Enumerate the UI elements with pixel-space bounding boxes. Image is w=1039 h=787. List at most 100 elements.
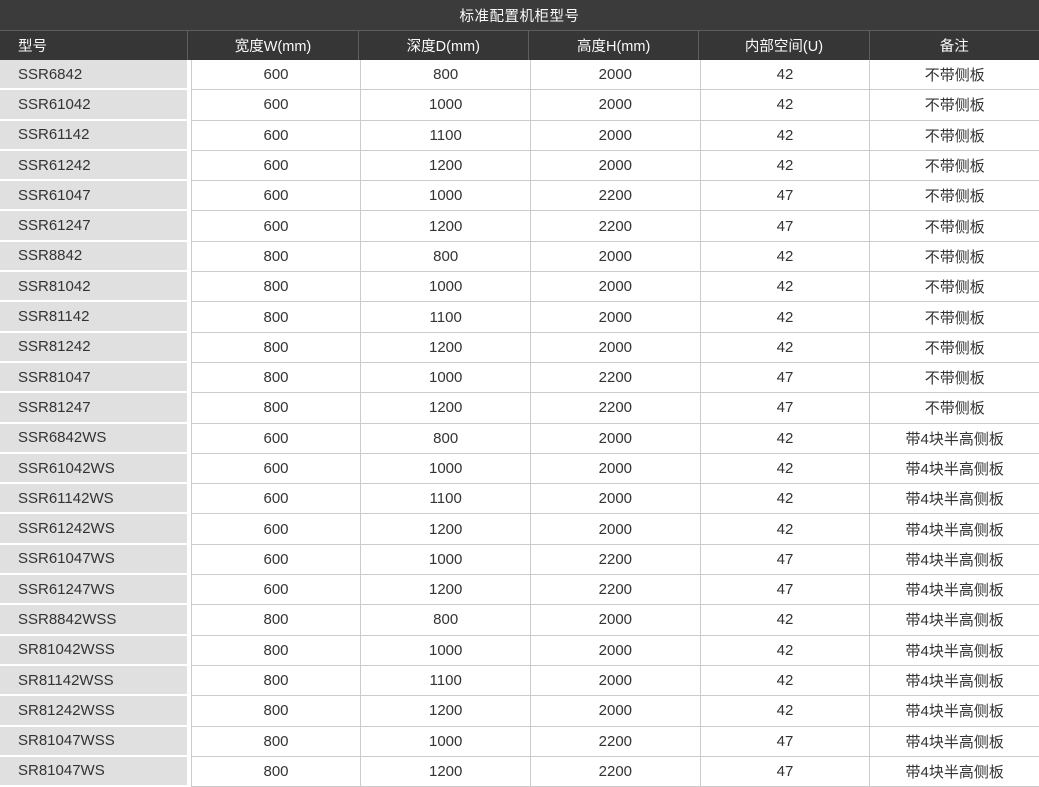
table-row: SSR81042 800 1000 2000 42 不带侧板: [0, 272, 1039, 303]
value-cell: 800: [190, 302, 361, 333]
value-cell: 带4块半高侧板: [869, 635, 1039, 666]
value-cell: 2000: [530, 605, 700, 636]
table-header-row: 型号 宽度W(mm) 深度D(mm) 高度H(mm) 内部空间(U) 备注: [0, 30, 1039, 60]
column-header-5: 内部空间(U): [698, 31, 868, 60]
value-cell: 47: [699, 362, 870, 394]
value-cell: 42: [699, 272, 870, 303]
value-cell: 600: [190, 90, 361, 121]
value-cell: 2000: [530, 120, 700, 151]
model-cell: SSR81142: [0, 302, 191, 333]
model-cell: SSR81242: [0, 332, 191, 363]
value-cell: 2000: [530, 423, 700, 454]
value-cell: 不带侧板: [869, 272, 1039, 303]
value-cell: 1200: [360, 696, 531, 727]
model-cell: SSR61242: [0, 150, 191, 182]
table-row: SSR61142WS 600 1100 2000 42 带4块半高侧板: [0, 484, 1039, 515]
value-cell: 800: [360, 605, 531, 636]
value-cell: 带4块半高侧板: [869, 423, 1039, 454]
value-cell: 47: [699, 393, 870, 424]
table-row: SSR81247 800 1200 2200 47 不带侧板: [0, 393, 1039, 424]
value-cell: 600: [190, 181, 361, 212]
value-cell: 600: [190, 484, 361, 515]
value-cell: 1000: [360, 272, 531, 303]
table-row: SR81042WSS 800 1000 2000 42 带4块半高侧板: [0, 635, 1039, 666]
model-cell: SSR81047: [0, 362, 191, 394]
model-cell: SR81047WSS: [0, 726, 191, 757]
value-cell: 不带侧板: [869, 181, 1039, 212]
value-cell: 1200: [360, 514, 531, 545]
value-cell: 1200: [360, 150, 531, 182]
value-cell: 2000: [530, 150, 700, 182]
value-cell: 2200: [530, 575, 700, 606]
value-cell: 800: [190, 756, 361, 787]
value-cell: 2200: [530, 211, 700, 242]
value-cell: 42: [699, 150, 870, 182]
table-row: SSR61247WS 600 1200 2200 47 带4块半高侧板: [0, 575, 1039, 606]
table-row: SR81142WSS 800 1100 2000 42 带4块半高侧板: [0, 665, 1039, 697]
model-cell: SR81142WSS: [0, 665, 191, 697]
value-cell: 47: [699, 756, 870, 787]
model-cell: SSR61142WS: [0, 484, 191, 515]
value-cell: 1000: [360, 90, 531, 121]
table-row: SR81047WS 800 1200 2200 47 带4块半高侧板: [0, 756, 1039, 787]
value-cell: 800: [360, 423, 531, 454]
table-row: SSR61047 600 1000 2200 47 不带侧板: [0, 181, 1039, 212]
value-cell: 800: [190, 241, 361, 273]
value-cell: 600: [190, 514, 361, 545]
value-cell: 42: [699, 332, 870, 363]
model-cell: SSR8842WSS: [0, 605, 191, 636]
value-cell: 2000: [530, 484, 700, 515]
table-row: SSR61242WS 600 1200 2000 42 带4块半高侧板: [0, 514, 1039, 545]
value-cell: 2200: [530, 393, 700, 424]
value-cell: 42: [699, 302, 870, 333]
value-cell: 1200: [360, 575, 531, 606]
value-cell: 42: [699, 453, 870, 485]
value-cell: 800: [190, 696, 361, 727]
model-cell: SSR6842WS: [0, 423, 191, 454]
value-cell: 42: [699, 120, 870, 151]
value-cell: 不带侧板: [869, 302, 1039, 333]
value-cell: 1000: [360, 544, 531, 576]
value-cell: 2000: [530, 60, 700, 91]
value-cell: 不带侧板: [869, 150, 1039, 182]
column-header-6: 备注: [868, 31, 1039, 60]
value-cell: 带4块半高侧板: [869, 665, 1039, 697]
value-cell: 600: [190, 423, 361, 454]
value-cell: 不带侧板: [869, 90, 1039, 121]
column-header-3: 深度D(mm): [357, 31, 528, 60]
model-cell: SSR61247: [0, 211, 191, 242]
table-title: 标准配置机柜型号: [0, 0, 1039, 30]
value-cell: 2000: [530, 90, 700, 121]
value-cell: 不带侧板: [869, 211, 1039, 242]
model-cell: SSR61142: [0, 120, 191, 151]
value-cell: 2000: [530, 302, 700, 333]
value-cell: 2200: [530, 544, 700, 576]
value-cell: 带4块半高侧板: [869, 484, 1039, 515]
value-cell: 800: [190, 665, 361, 697]
value-cell: 不带侧板: [869, 332, 1039, 363]
model-cell: SR81042WSS: [0, 635, 191, 666]
value-cell: 42: [699, 696, 870, 727]
value-cell: 600: [190, 60, 361, 91]
value-cell: 42: [699, 60, 870, 91]
value-cell: 800: [190, 635, 361, 666]
table-row: SSR61042WS 600 1000 2000 42 带4块半高侧板: [0, 453, 1039, 485]
value-cell: 1200: [360, 332, 531, 363]
value-cell: 42: [699, 605, 870, 636]
value-cell: 2000: [530, 272, 700, 303]
value-cell: 1200: [360, 393, 531, 424]
value-cell: 1000: [360, 453, 531, 485]
value-cell: 带4块半高侧板: [869, 605, 1039, 636]
value-cell: 带4块半高侧板: [869, 696, 1039, 727]
value-cell: 600: [190, 575, 361, 606]
value-cell: 47: [699, 575, 870, 606]
model-cell: SSR8842: [0, 241, 191, 273]
value-cell: 47: [699, 211, 870, 242]
value-cell: 不带侧板: [869, 362, 1039, 394]
model-cell: SSR61242WS: [0, 514, 191, 545]
table-row: SSR8842WSS 800 800 2000 42 带4块半高侧板: [0, 605, 1039, 636]
model-cell: SSR61047: [0, 181, 191, 212]
value-cell: 2000: [530, 665, 700, 697]
value-cell: 1000: [360, 181, 531, 212]
